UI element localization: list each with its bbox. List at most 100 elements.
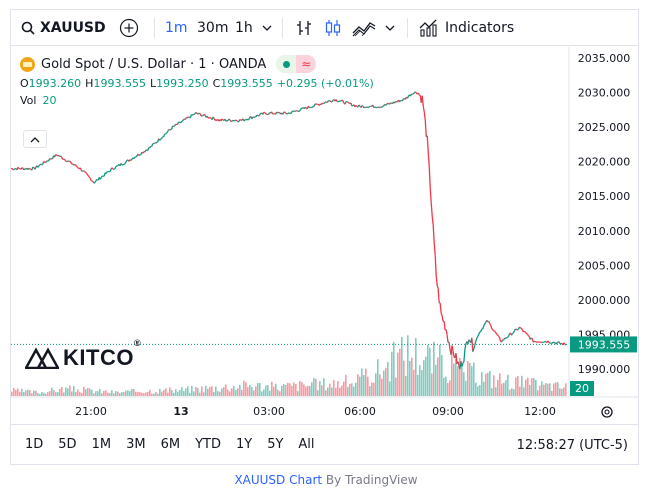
range-1y[interactable]: 1Y [235,437,253,452]
volume-bar [169,387,171,396]
price-chart[interactable]: 2035.000 2030.000 2025.000 2020.000 2015.000… [11,47,638,423]
price-candle [231,119,234,122]
price-candle [113,168,116,170]
volume-bar [367,376,369,396]
volume-bar [291,385,293,396]
price-candle [131,157,134,160]
compare-button[interactable] [119,10,139,46]
price-candle [182,119,184,122]
bars-style-button[interactable] [295,10,313,46]
volume-bar [283,384,285,396]
price-candle [281,112,285,115]
volume-bar [75,392,77,396]
volume-bar [49,391,51,396]
candles-style-button[interactable] [324,10,342,46]
volume-bar [73,385,75,396]
price-candle [475,337,478,342]
volume-bar [317,390,319,396]
range-1d[interactable]: 1D [25,437,44,452]
price-candle [417,92,420,96]
price-candle [27,167,30,171]
chart-pane[interactable]: 2035.000 2030.000 2025.000 2020.000 2015.000… [11,47,638,423]
range-6m[interactable]: 6M [160,437,181,452]
price-candle [523,330,525,333]
price-tick-label: 2035.000 [578,52,631,65]
volume-bar [399,348,401,396]
volume-bar [171,390,173,396]
range-3m[interactable]: 3M [126,437,146,452]
volume-bar [457,366,459,396]
volume-bar [123,391,125,396]
price-candle [363,106,366,109]
volume-bar [273,386,275,396]
volume-bar [527,377,529,396]
price-candle [525,332,528,335]
gold-icon [20,56,35,72]
price-candle [394,101,397,104]
volume-bar [511,388,513,396]
chart-credit-text: By TradingView [322,473,418,487]
price-candle [320,102,323,105]
range-5y[interactable]: 5Y [267,437,284,452]
price-candle [480,328,483,332]
price-candle [264,112,267,115]
price-candle [547,340,550,343]
price-candle [331,99,334,103]
area-chart-icon [352,22,376,37]
interval-1m[interactable]: 1m [165,10,188,46]
volume-bar [539,385,541,396]
price-candle [535,341,538,343]
settings-gear-icon[interactable] [601,406,613,418]
price-tick-label: 2010.000 [578,225,631,238]
volume-bar [427,344,429,396]
price-candle [63,158,67,162]
volume-bar [405,375,407,396]
volume-bar [209,386,211,396]
interval-1h[interactable]: 1h [235,10,253,46]
price-candle [13,168,16,170]
range-5d[interactable]: 5D [58,437,77,452]
interval-30m[interactable]: 30m [197,10,228,46]
volume-bar [561,388,563,396]
market-status-pill[interactable]: ≈ [276,55,317,73]
volume-bar [275,383,277,396]
volume-bar [439,344,441,396]
price-candle [66,160,68,163]
last-price-badge [570,336,637,353]
price-candle [464,343,467,350]
range-ytd[interactable]: YTD [195,437,221,452]
price-candle [114,166,117,169]
timezone-clock[interactable]: 12:58:27 (UTC-5) [517,425,628,465]
volume-bar [365,368,367,396]
price-candle [390,102,392,104]
volume-bar [259,383,261,396]
low-value: 1993.250 [156,76,209,90]
volume-bar [121,392,123,396]
price-candle [313,103,316,107]
collapse-legend-button[interactable] [23,130,47,148]
area-style-button[interactable] [352,10,376,46]
symbol-search-button[interactable]: XAUUSD [21,10,106,46]
high-value: 1993.555 [93,76,146,90]
range-all[interactable]: All [298,437,315,452]
price-candle [516,328,519,331]
price-candle [414,91,417,94]
volume-bar [345,374,347,396]
volume-bar [377,359,379,396]
price-candle [427,152,430,166]
volume-bar [143,393,145,396]
price-candle [20,167,23,170]
indicators-button[interactable]: Indicators [419,10,514,46]
volume-bar [51,387,53,396]
price-candle [193,112,196,115]
chart-credit-link[interactable]: XAUUSD Chart [234,473,323,487]
chart-style-dropdown[interactable] [385,10,395,46]
volume-bar [249,385,251,396]
interval-dropdown[interactable] [262,10,272,46]
price-candle [283,111,285,114]
volume-bar [449,380,451,396]
volume-bar [37,393,39,396]
volume-bar [517,376,519,396]
range-1m[interactable]: 1M [91,437,112,452]
price-tick-label: 2020.000 [578,156,631,169]
